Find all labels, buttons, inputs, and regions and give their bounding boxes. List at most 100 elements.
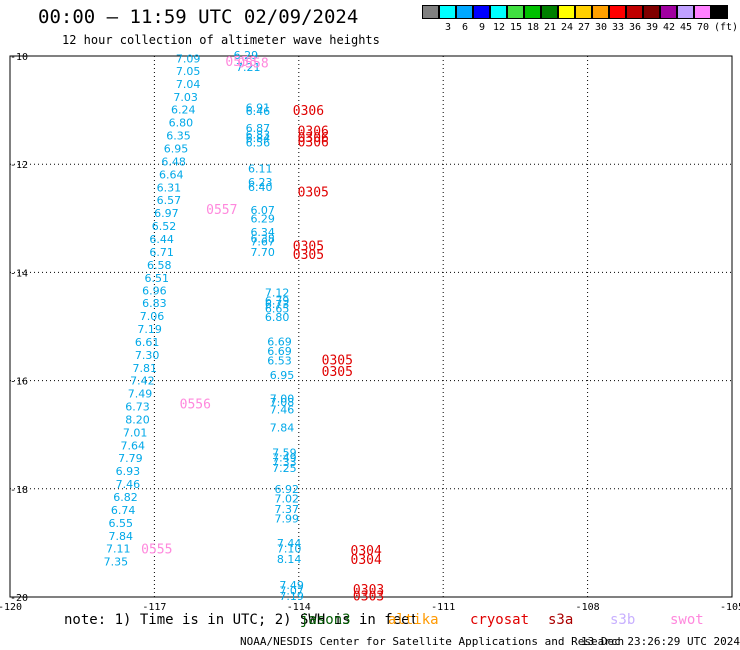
- swh-value-label: 6.87: [246, 122, 271, 135]
- swh-value-label: 7.00: [270, 392, 295, 405]
- pass-time-label: 0303: [353, 583, 384, 598]
- y-tick-label: -20: [10, 593, 28, 604]
- swh-value-label: 6.69: [267, 336, 292, 349]
- mission-legend-item: s3a: [548, 612, 574, 628]
- swh-value-label: 6.80: [265, 311, 290, 324]
- colorbar-swatch: [626, 5, 643, 19]
- colorbar-swatch: [541, 5, 558, 19]
- swh-value-label: 7.49: [272, 451, 297, 464]
- mission-legend-item: altika: [388, 612, 439, 628]
- colorbar-label: 6: [461, 22, 469, 33]
- swh-value-label: 7.49: [279, 579, 304, 592]
- colorbar-label: 30: [594, 22, 608, 33]
- swh-value-label: 6.34: [250, 226, 275, 239]
- swh-value-label: 6.69: [267, 345, 292, 358]
- swh-value-label: 7.02: [275, 493, 300, 506]
- swh-value-label: 7.79: [118, 452, 143, 465]
- chart-title: 00:00 – 11:59 UTC 02/09/2024: [38, 6, 359, 28]
- pass-time-label: 0305: [298, 185, 329, 200]
- x-tick-label: -111: [431, 602, 455, 612]
- colorbar-swatch: [439, 5, 456, 19]
- swh-value-label: 7.35: [104, 555, 129, 568]
- swh-value-label: 7.07: [279, 585, 304, 598]
- swh-value-label: 7.30: [135, 349, 160, 362]
- plot-frame: [9, 55, 733, 598]
- swh-value-label: 6.74: [111, 504, 136, 517]
- note-text: note: 1) Time is in UTC; 2) SWH is in fe…: [64, 612, 419, 628]
- swh-value-label: 6.73: [125, 401, 150, 414]
- swh-value-label: 6.80: [169, 117, 194, 130]
- swh-value-label: 6.57: [157, 194, 182, 207]
- pass-time-label: 0557: [206, 203, 237, 218]
- colorbar-label: 18: [526, 22, 540, 33]
- swh-value-label: 6.95: [270, 369, 295, 382]
- colorbar-label: 21: [543, 22, 557, 33]
- colorbar-swatch: [524, 5, 541, 19]
- swh-value-label: 6.24: [171, 104, 196, 117]
- swh-value-label: 6.58: [147, 259, 172, 272]
- swh-value-label: 6.65: [265, 303, 290, 316]
- colorbar-swatch: [660, 5, 677, 19]
- swh-value-label: 6.07: [250, 204, 275, 217]
- pass-time-label: 0303: [353, 589, 384, 604]
- swh-value-label: 7.06: [140, 310, 165, 323]
- pass-time-label: 0305: [322, 365, 353, 380]
- colorbar-swatch: [677, 5, 694, 19]
- x-tick-label: -120: [0, 602, 22, 612]
- swh-value-label: 7.05: [176, 65, 201, 78]
- swh-value-label: 6.51: [145, 272, 170, 285]
- pass-time-label: 0558: [225, 55, 256, 70]
- swh-value-label: 6.95: [164, 143, 189, 156]
- swh-value-label: 6.64: [159, 168, 184, 181]
- pass-time-label: 0306: [298, 131, 329, 146]
- colorbar-label: 42: [662, 22, 676, 33]
- swh-value-label: 7.49: [128, 388, 153, 401]
- swh-value-label: 6.23: [248, 176, 273, 189]
- y-tick-label: -12: [10, 160, 28, 171]
- swh-value-label: 7.42: [130, 375, 155, 388]
- swh-value-label: 7.37: [275, 503, 300, 516]
- swh-value-label: 6.79: [265, 295, 290, 308]
- colorbar-label: 36: [628, 22, 642, 33]
- x-tick-label: -105: [720, 602, 740, 612]
- colorbar-label: 39: [645, 22, 659, 33]
- swh-value-label: 7.64: [120, 440, 145, 453]
- wave-height-plot: -120 -117 -114 -111 -108 -105 -10 -12 -14 -16 -18 -…: [0, 49, 740, 612]
- mission-legend: jason3 altika cryosat s3a s3b swot: [0, 612, 740, 630]
- pass-time-label: 0306: [298, 135, 329, 150]
- swh-value-label: 7.25: [272, 462, 297, 475]
- colorbar-swatch: [711, 5, 728, 19]
- colorbar-label: 45: [679, 22, 693, 33]
- swh-value-label: 6.97: [154, 207, 179, 220]
- swh-value-label: 6.40: [248, 181, 273, 194]
- footer-credit: NOAA/NESDIS Center for Satellite Applica…: [240, 635, 625, 648]
- swh-value-label: 6.82: [113, 491, 138, 504]
- swh-value-label: 6.56: [246, 137, 271, 150]
- swh-value-label: 6.55: [108, 517, 133, 530]
- colorbar-swatch: [592, 5, 609, 19]
- pass-time-label: 0556: [180, 397, 211, 412]
- y-tick-label: -16: [10, 377, 28, 388]
- swh-value-label: 6.35: [166, 130, 191, 143]
- pass-time-label: 0304: [351, 553, 382, 568]
- swh-value-label: 6.53: [267, 355, 292, 368]
- swh-value-label: 8.14: [277, 553, 302, 566]
- mission-legend-item: swot: [670, 612, 704, 628]
- colorbar-swatch: [558, 5, 575, 19]
- pass-time-label: 0306: [293, 104, 324, 119]
- swh-value-label: 6.38: [250, 232, 275, 245]
- y-tick-label: -14: [10, 268, 28, 279]
- swh-value-label: 6.83: [246, 128, 271, 141]
- colorbar-swatch: [490, 5, 507, 19]
- swh-value-label: 7.84: [270, 422, 295, 435]
- colorbar-swatch: [694, 5, 711, 19]
- swh-value-label: 7.84: [108, 530, 133, 543]
- colorbar-label: 70: [696, 22, 710, 33]
- swh-value-label: 6.46: [246, 105, 271, 118]
- swh-value-label: 7.59: [272, 447, 297, 460]
- mission-legend-item: s3b: [610, 612, 636, 628]
- colorbar-label: 27: [577, 22, 591, 33]
- footer-timestamp: 13 Dec 23:26:29 UTC 2024: [581, 635, 740, 648]
- swh-value-label: 8.20: [125, 414, 150, 427]
- pass-time-label: 0305: [322, 354, 353, 369]
